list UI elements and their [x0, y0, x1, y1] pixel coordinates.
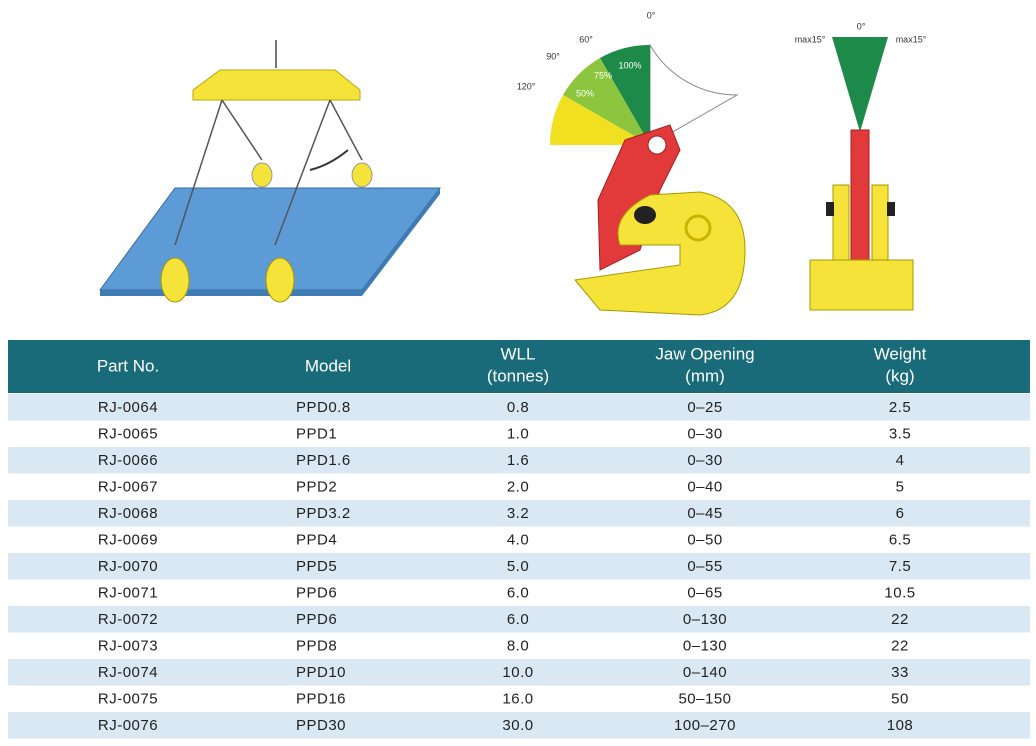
table-cell: RJ-0075 [98, 691, 158, 708]
table-cell: PPD1.6 [296, 452, 351, 469]
table-cell: 0–55 [687, 558, 722, 575]
table-cell: 22 [891, 611, 909, 628]
table-cell: PPD16 [296, 691, 346, 708]
table-cell: 50–150 [678, 691, 731, 708]
table-cell: 2.0 [507, 479, 529, 496]
table-cell: PPD30 [296, 717, 346, 734]
load-label: 75% [594, 70, 612, 80]
table-cell: 4.0 [507, 532, 529, 549]
table-cell: 16.0 [502, 691, 533, 708]
table-cell: RJ-0072 [98, 611, 158, 628]
angle-label: 90° [546, 51, 560, 61]
table-cell: 10.0 [502, 664, 533, 681]
load-label: 100% [618, 60, 641, 70]
table-cell: 0–65 [687, 585, 722, 602]
table-cell: PPD5 [296, 558, 337, 575]
table-cell: 3.2 [507, 505, 529, 522]
table-cell: 50 [891, 691, 909, 708]
angle-label: 60° [579, 34, 593, 44]
table-cell: 0–140 [683, 664, 727, 681]
header-cell: (tonnes) [487, 366, 549, 385]
table-cell: PPD0.8 [296, 399, 351, 416]
table-cell: 4 [896, 452, 905, 469]
table-cell: RJ-0074 [98, 664, 158, 681]
table-cell: RJ-0069 [98, 532, 158, 549]
table-cell: 0–30 [687, 426, 722, 443]
table-cell: RJ-0068 [98, 505, 158, 522]
table-cell: RJ-0073 [98, 638, 158, 655]
side-illustration: max15° 0° max15° [795, 21, 927, 311]
table-cell: 3.5 [889, 426, 911, 443]
table-cell: 22 [891, 638, 909, 655]
row-band [8, 659, 1030, 686]
table-cell: 108 [887, 717, 914, 734]
table-cell: PPD2 [296, 479, 337, 496]
table-cell: 0–45 [687, 505, 722, 522]
table-cell: PPD4 [296, 532, 337, 549]
table-cell: 0–40 [687, 479, 722, 496]
table-cell: RJ-0076 [98, 717, 158, 734]
table-cell: PPD8 [296, 638, 337, 655]
table-cell: 2.5 [889, 399, 911, 416]
lifting-illustration [99, 40, 442, 303]
table-cell: RJ-0064 [98, 399, 158, 416]
row-band [8, 712, 1030, 739]
table-cell: 6.0 [507, 611, 529, 628]
table-cell: 7.5 [889, 558, 911, 575]
table-cell: RJ-0070 [98, 558, 158, 575]
table-cell: 100–270 [674, 717, 736, 734]
angle-label: 120° [517, 81, 536, 91]
table-cell: 1.0 [507, 426, 529, 443]
header-cell: Model [305, 356, 351, 375]
table-cell: 8.0 [507, 638, 529, 655]
row-band [8, 553, 1030, 580]
header-cell: (kg) [885, 366, 914, 385]
table-cell: 6.0 [507, 585, 529, 602]
header-cell: Weight [874, 344, 927, 363]
table-cell: PPD6 [296, 585, 337, 602]
table-cell: 5.0 [507, 558, 529, 575]
row-band [8, 606, 1030, 633]
table-cell: 0–130 [683, 611, 727, 628]
table: Part No. Model WLL (tonnes) Jaw Opening (mm) W… [8, 344, 1030, 739]
table-cell: 10.5 [884, 585, 915, 602]
row-band [8, 394, 1030, 421]
header-cell: WLL [501, 344, 536, 363]
table-cell: RJ-0065 [98, 426, 158, 443]
table-cell: RJ-0071 [98, 585, 158, 602]
angle-label: 0° [647, 10, 656, 20]
table-cell: PPD3.2 [296, 505, 351, 522]
table-header [8, 340, 1030, 393]
table-cell: 33 [891, 664, 909, 681]
angle-label: max15° [896, 34, 927, 44]
header-cell: Part No. [97, 356, 159, 375]
row-band [8, 447, 1030, 474]
load-label: 50% [576, 88, 594, 98]
tilt-illustration: 0° 60° 90° 120° 100% 75% 50% [517, 10, 746, 316]
table-cell: 30.0 [502, 717, 533, 734]
table-cell: 6 [896, 505, 905, 522]
table-cell: 0–30 [687, 452, 722, 469]
row-band [8, 500, 1030, 527]
header-cell: (mm) [685, 366, 725, 385]
table-cell: PPD6 [296, 611, 337, 628]
angle-label: 0° [857, 21, 866, 31]
table-cell: 0–130 [683, 638, 727, 655]
table-cell: PPD10 [296, 664, 346, 681]
angle-label: max15° [795, 34, 826, 44]
table-cell: PPD1 [296, 426, 337, 443]
table-cell: 0.8 [507, 399, 529, 416]
table-cell: 6.5 [889, 532, 911, 549]
table-cell: RJ-0066 [98, 452, 158, 469]
table-cell: 5 [896, 479, 905, 496]
table-cell: 0–25 [687, 399, 722, 416]
table-cell: 1.6 [507, 452, 529, 469]
header-cell: Jaw Opening [655, 344, 754, 363]
table-cell: 0–50 [687, 532, 722, 549]
table-cell: RJ-0067 [98, 479, 158, 496]
